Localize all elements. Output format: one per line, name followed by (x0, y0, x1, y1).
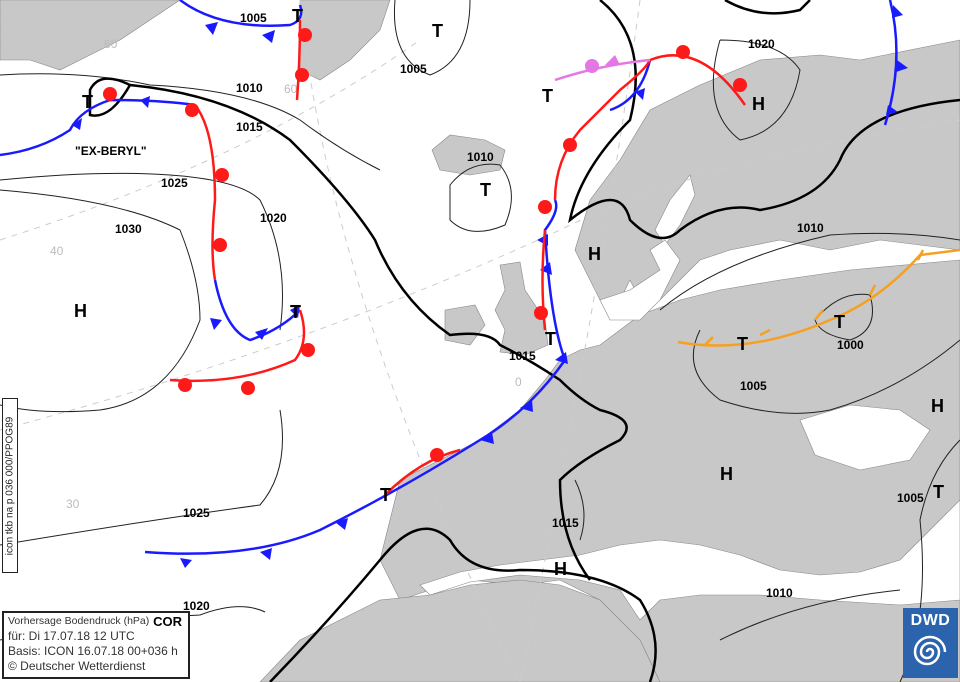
model-basis: Basis: ICON 16.07.18 00+036 h (8, 644, 178, 658)
valid-time: für: Di 17.07.18 12 UTC (8, 629, 135, 643)
ireland (444, 304, 486, 346)
svg-text:H: H (931, 396, 944, 416)
svg-text:1010: 1010 (236, 81, 263, 95)
legend-title: Vorhersage Bodendruck (hPa) (8, 615, 150, 627)
copyright: © Deutscher Wetterdienst (8, 659, 146, 673)
correction-flag: COR (153, 614, 182, 629)
greenland-east (299, 0, 391, 81)
dwd-logo: DWD (903, 608, 958, 678)
dwd-logo-text: DWD (910, 612, 951, 629)
trough-line (677, 248, 960, 347)
svg-text:T: T (737, 334, 748, 354)
swirl-icon (913, 635, 947, 666)
svg-text:1005: 1005 (240, 11, 267, 25)
pressure-center-labels: T T T T H H T T T H T T H H H T T (74, 6, 944, 579)
svg-text:T: T (933, 482, 944, 502)
svg-text:1005: 1005 (740, 379, 767, 393)
grid-label: 30 (66, 497, 80, 511)
baltic (599, 239, 681, 321)
product-code: icon tkb na p 036 000/PPOG89 (4, 416, 16, 555)
svg-text:H: H (588, 244, 601, 264)
africa (259, 579, 661, 682)
svg-text:1015: 1015 (552, 516, 579, 530)
legend-box: Vorhersage Bodendruck (hPa) COR für: Di … (2, 611, 190, 679)
svg-text:T: T (82, 92, 93, 112)
svg-text:H: H (752, 94, 765, 114)
svg-text:1005: 1005 (400, 62, 427, 76)
uk (494, 261, 549, 356)
svg-text:1020: 1020 (748, 37, 775, 51)
greenland (0, 0, 181, 71)
svg-text:T: T (545, 329, 556, 349)
svg-text:T: T (432, 21, 443, 41)
isobar-labels: 1005 1005 1010 1015 1025 1020 1030 1010 … (115, 11, 924, 613)
svg-text:1000: 1000 (837, 338, 864, 352)
svg-text:1015: 1015 (236, 120, 263, 134)
svg-text:1005: 1005 (897, 491, 924, 505)
svg-text:1015: 1015 (509, 349, 536, 363)
svg-text:T: T (834, 312, 845, 332)
svg-text:1020: 1020 (183, 599, 210, 613)
mediterranean (419, 499, 960, 621)
svg-text:T: T (542, 86, 553, 106)
iceland (431, 134, 506, 176)
grid-label: 60 (104, 37, 118, 51)
svg-text:1025: 1025 (161, 176, 188, 190)
svg-text:T: T (480, 180, 491, 200)
storm-name-label: "EX-BERYL" (75, 144, 147, 158)
cold-front-triangles (72, 5, 908, 568)
svg-text:1010: 1010 (797, 221, 824, 235)
svg-text:T: T (292, 6, 303, 26)
grid-label: 60 (284, 82, 298, 96)
svg-text:1030: 1030 (115, 222, 142, 236)
svg-text:1025: 1025 (183, 506, 210, 520)
isobar-1015 (88, 0, 960, 682)
grid-label: 0 (515, 375, 522, 389)
svg-text:1020: 1020 (260, 211, 287, 225)
svg-text:1010: 1010 (766, 586, 793, 600)
svg-text:H: H (74, 301, 87, 321)
svg-text:1010: 1010 (467, 150, 494, 164)
svg-text:H: H (554, 559, 567, 579)
svg-text:T: T (380, 485, 391, 505)
black-sea (799, 404, 931, 471)
warm-front-semicircles (103, 28, 747, 462)
product-code-box: icon tkb na p 036 000/PPOG89 (2, 398, 18, 573)
occluded-front (554, 55, 651, 82)
svg-text:T: T (290, 302, 301, 322)
svg-text:H: H (720, 464, 733, 484)
grid-label: 40 (50, 244, 64, 258)
